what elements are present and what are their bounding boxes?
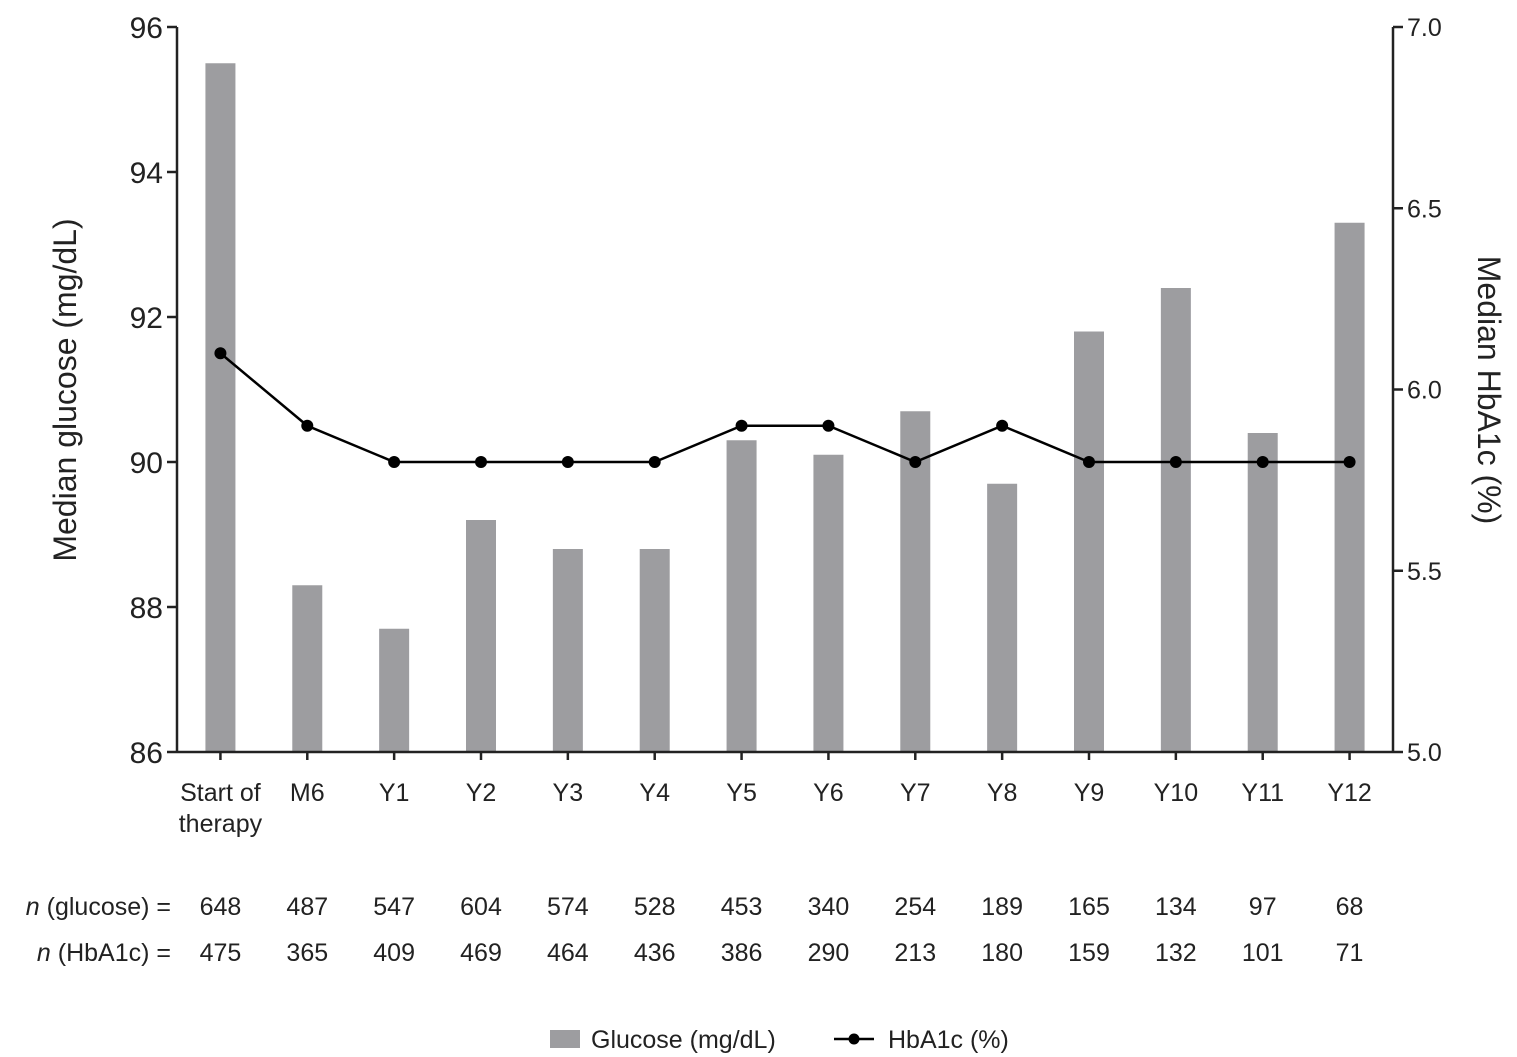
glucose-bar xyxy=(552,549,583,752)
hba1c-marker xyxy=(648,456,661,468)
hba1c-marker xyxy=(301,419,314,432)
glucose-bar xyxy=(813,454,844,752)
sample-size-value: 290 xyxy=(808,939,850,967)
x-tick-label: Y9 xyxy=(1074,779,1105,807)
legend-glucose-swatch xyxy=(550,1030,580,1048)
glucose-bar xyxy=(205,63,236,752)
sample-size-value: 386 xyxy=(721,939,763,967)
x-tick-label: Start of therapy xyxy=(179,779,263,838)
x-tick-label: Y11 xyxy=(1241,779,1284,807)
bars-layer xyxy=(205,63,1365,752)
x-tick-label: Y8 xyxy=(987,779,1018,807)
x-tick-label: Y6 xyxy=(813,779,844,807)
hba1c-marker xyxy=(1343,456,1356,468)
y-left-tick-label: 96 xyxy=(130,12,163,45)
glucose-bar xyxy=(726,440,757,752)
x-tick-label: Y1 xyxy=(379,779,410,807)
glucose-bar xyxy=(987,483,1018,752)
y-right-tick-label: 5.5 xyxy=(1407,558,1442,586)
sample-size-value: 574 xyxy=(547,893,589,921)
y-left-tick-label: 86 xyxy=(130,737,163,770)
y-axis-right-title: Median HbA1c (%) xyxy=(1471,256,1507,525)
sample-size-value: 487 xyxy=(286,893,328,921)
glucose-bar xyxy=(292,585,323,752)
y-right-tick-label: 7.0 xyxy=(1407,14,1442,42)
legend-hba1c-label: HbA1c (%) xyxy=(888,1026,1009,1054)
hba1c-marker xyxy=(388,456,401,468)
hba1c-marker xyxy=(996,419,1009,432)
sample-size-value: 340 xyxy=(808,893,850,921)
sample-size-value: 648 xyxy=(200,893,242,921)
y-left-tick-label: 94 xyxy=(130,157,163,190)
sample-size-value: 165 xyxy=(1068,893,1110,921)
glucose-bar xyxy=(379,628,410,752)
glucose-bar xyxy=(466,520,496,752)
x-tick-label: Y2 xyxy=(466,779,497,807)
y-axis-left-title: Median glucose (mg/dL) xyxy=(47,218,83,561)
hba1c-marker xyxy=(214,347,227,360)
x-tick-label: Y12 xyxy=(1327,779,1371,807)
labels-layer: 86 88 90 92 94 96 5.0 5.5 6.0 6.5 7.0 Start of thera… xyxy=(130,12,1442,838)
glucose-bar xyxy=(1160,288,1191,752)
legend-hba1c-marker xyxy=(848,1033,860,1045)
sample-size-value: 528 xyxy=(634,893,676,921)
y-left-tick-label: 90 xyxy=(130,447,163,480)
sample-size-row-label: n (glucose) = xyxy=(26,893,171,921)
sample-size-row-label: n (HbA1c) = xyxy=(37,939,171,967)
sample-size-value: 213 xyxy=(894,939,936,967)
sample-size-value: 132 xyxy=(1155,939,1197,967)
sample-size-value: 159 xyxy=(1068,939,1110,967)
y-right-tick-label: 6.5 xyxy=(1407,195,1442,223)
sample-size-value: 365 xyxy=(286,939,328,967)
sample-size-value: 134 xyxy=(1155,893,1197,921)
sample-size-value: 604 xyxy=(460,893,502,921)
hba1c-marker xyxy=(735,419,748,432)
axes-layer xyxy=(167,25,1403,760)
hba1c-marker xyxy=(561,456,574,468)
y-right-tick-label: 5.0 xyxy=(1407,739,1442,767)
x-tick-label: Y3 xyxy=(553,779,584,807)
sample-size-value: 189 xyxy=(981,893,1023,921)
hba1c-marker xyxy=(1169,456,1182,468)
sample-size-value: 68 xyxy=(1336,893,1364,921)
sample-size-value: 469 xyxy=(460,939,502,967)
x-tick-label: M6 xyxy=(290,779,325,807)
y-left-tick-label: 88 xyxy=(130,592,163,625)
glucose-bar xyxy=(900,411,931,752)
legend-glucose-label: Glucose (mg/dL) xyxy=(591,1026,776,1054)
sample-size-value: 453 xyxy=(721,893,763,921)
sample-size-value: 464 xyxy=(547,939,589,967)
sample-size-value: 475 xyxy=(200,939,242,967)
sample-size-value: 97 xyxy=(1249,893,1277,921)
glucose-bar xyxy=(1247,433,1278,752)
hba1c-marker xyxy=(1083,456,1095,468)
sample-size-value: 547 xyxy=(373,893,415,921)
hba1c-marker xyxy=(909,456,922,468)
sample-size-value: 101 xyxy=(1242,939,1284,967)
glucose-bar xyxy=(1074,331,1104,752)
sample-size-value: 254 xyxy=(894,893,936,921)
glucose-bar xyxy=(1334,222,1365,752)
glucose-bar xyxy=(639,549,670,752)
x-tick-label: Y10 xyxy=(1154,779,1198,807)
hba1c-marker xyxy=(822,419,835,432)
x-tick-label: Y4 xyxy=(639,779,670,807)
sample-size-value: 436 xyxy=(634,939,676,967)
sample-size-value: 71 xyxy=(1336,939,1364,967)
x-tick-label: Y7 xyxy=(900,779,931,807)
x-tick-label: Y5 xyxy=(726,779,757,807)
hba1c-marker xyxy=(1256,456,1269,468)
sample-size-value: 409 xyxy=(373,939,415,967)
sample-size-value: 180 xyxy=(981,939,1023,967)
hba1c-line xyxy=(219,352,1350,464)
y-left-tick-label: 92 xyxy=(130,302,163,335)
y-right-tick-label: 6.0 xyxy=(1407,377,1442,405)
sample-size-table: n (glucose) = 648 487 547 604 574 528 453 340 254… xyxy=(26,893,1364,967)
hba1c-line-layer xyxy=(214,347,1356,468)
hba1c-marker xyxy=(475,456,487,468)
legend: Glucose (mg/dL) HbA1c (%) xyxy=(550,1026,1009,1054)
